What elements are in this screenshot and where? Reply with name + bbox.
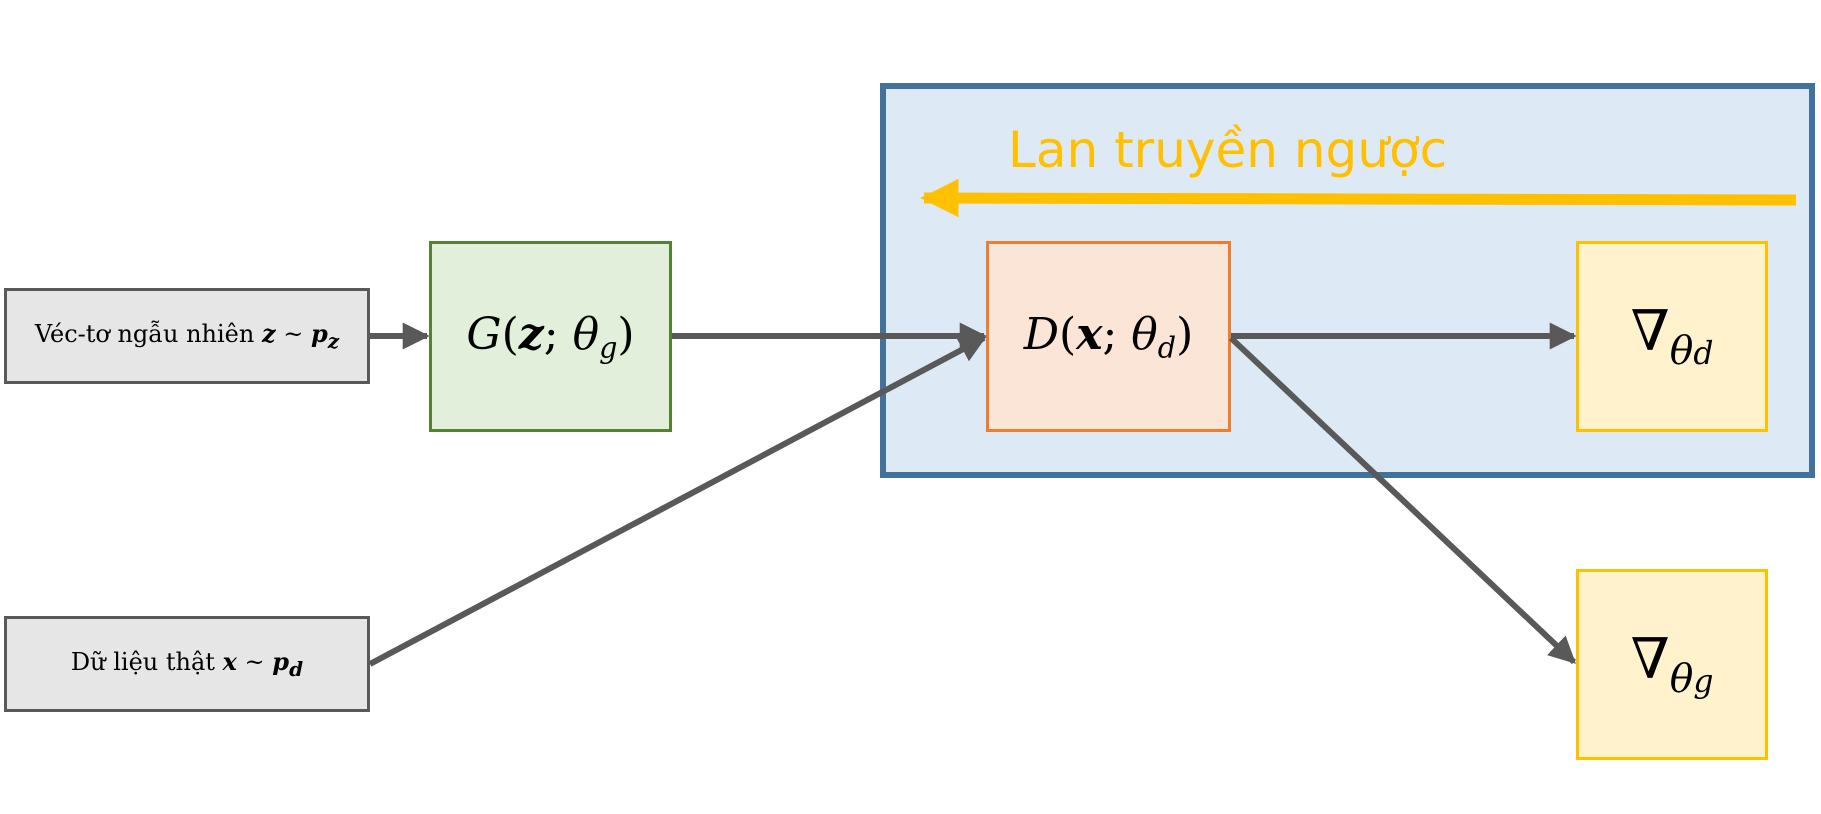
backprop-arrow [920, 178, 1797, 218]
real-data-input-text: Dữ liệu thật x ~ pd [70, 647, 304, 681]
generator-box: G(z; θg) [429, 241, 672, 432]
noise-input-text: Véc-tơ ngẫu nhiên z ~ pz [34, 319, 340, 353]
gradient-theta-d-box: ∇θd [1576, 241, 1768, 432]
arrow-real-to-discriminator [368, 335, 987, 667]
real-data-input-box: Dữ liệu thật x ~ pd [4, 616, 370, 712]
arrow-discriminator-to-grad-g [1228, 335, 1577, 665]
gradient-theta-g-formula: ∇θg [1630, 627, 1714, 702]
discriminator-formula: D(x; θd) [1023, 308, 1194, 365]
gradient-theta-g-box: ∇θg [1576, 569, 1768, 760]
discriminator-box: D(x; θd) [986, 241, 1231, 432]
generator-formula: G(z; θg) [466, 308, 635, 365]
backprop-label: Lan truyền ngược [1008, 121, 1448, 179]
noise-input-box: Véc-tơ ngẫu nhiên z ~ pz [4, 288, 370, 384]
gradient-theta-d-formula: ∇θd [1630, 299, 1714, 374]
